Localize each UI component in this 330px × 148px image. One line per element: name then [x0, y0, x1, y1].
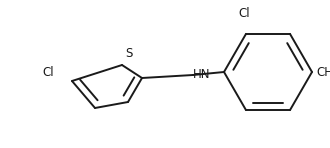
Text: CH₃: CH₃ — [316, 66, 330, 78]
Text: Cl: Cl — [238, 7, 250, 20]
Text: S: S — [125, 47, 132, 60]
Text: HN: HN — [193, 69, 211, 82]
Text: Cl: Cl — [42, 66, 54, 79]
